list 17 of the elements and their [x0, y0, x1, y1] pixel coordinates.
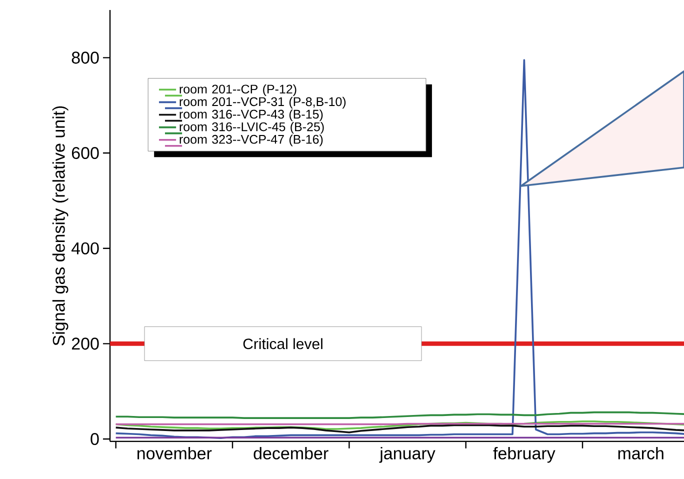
- x-tick-label: february: [493, 446, 556, 463]
- y-tick-label: 800: [72, 52, 99, 64]
- x-tick-label: november: [138, 446, 212, 460]
- x-tick-label: march: [618, 446, 664, 460]
- y-tick-label: 400: [71, 242, 99, 254]
- y-tick-label: 0: [90, 432, 99, 446]
- legend-label: room 201--CP (P-12): [180, 84, 296, 96]
- legend-label: room 201--VCP-31 (P-8,B-10): [180, 96, 346, 109]
- legend-label: room 316--LVIC-45 (B-25): [180, 122, 324, 134]
- y-tick-label: 600: [72, 146, 99, 160]
- y-tick-label: 200: [72, 338, 99, 350]
- legend-label: room 316--VCP-43 (B-15): [180, 109, 323, 122]
- legend-label: room 323--VCP-47 (B-16): [180, 134, 323, 146]
- x-tick-label: december: [254, 446, 328, 460]
- y-axis-title: Signal gas density (relative unit): [52, 106, 68, 346]
- x-tick-label: january: [379, 446, 436, 463]
- ref-line-label: Critical level: [243, 338, 322, 350]
